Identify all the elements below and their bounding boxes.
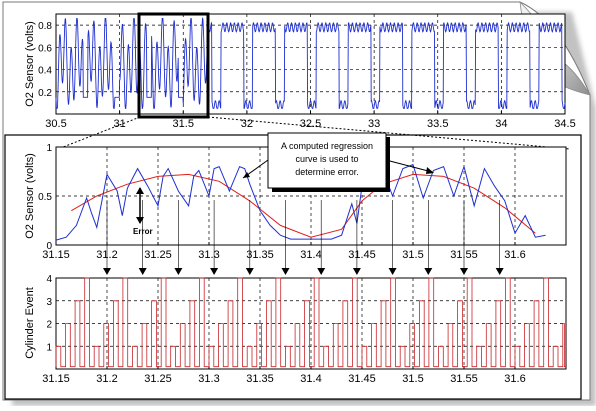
x-tick-label: 34 <box>495 118 507 130</box>
cylinder-event-line <box>55 277 566 368</box>
y-tick-label: 0.8 <box>38 21 52 32</box>
x-tick-label: 31.6 <box>504 373 525 385</box>
bottom-panel: 31.15 31.2 31.25 31.3 31.35 31.4 31.45 31.5 31.5… <box>24 274 567 385</box>
middle-y-axis-label: O2 Sensor (volts) <box>24 153 36 239</box>
y-tick-label: 4 <box>46 274 52 285</box>
x-tick-label: 31.45 <box>348 249 376 261</box>
regression-curve-line <box>71 173 536 238</box>
bottom-y-tick-labels: 1 2 3 4 <box>46 274 52 353</box>
event-arrow-icon <box>281 268 290 275</box>
y-tick-label: 1 <box>46 143 52 154</box>
x-tick-label: 31.55 <box>450 373 478 385</box>
annotation-callout: A computed regression curve is used to d… <box>242 132 434 192</box>
top-panel: 30.5 31 31.5 32 32.5 33 33.5 34 34.5 0.20.40.60.… <box>24 12 576 130</box>
x-tick-label: 31.35 <box>246 373 274 385</box>
event-arrow-icon <box>424 268 433 275</box>
x-tick-label: 33.5 <box>427 118 448 130</box>
middle-trace <box>55 163 546 241</box>
top-o2-trace-line <box>55 17 566 109</box>
x-tick-label: 31.5 <box>402 249 423 261</box>
top-x-tick-labels: 30.5 31 31.5 32 32.5 33 33.5 34 34.5 <box>45 118 575 130</box>
x-tick-label: 31.4 <box>300 373 321 385</box>
x-tick-label: 31.2 <box>96 373 117 385</box>
x-tick-label: 31.5 <box>402 373 423 385</box>
y-tick-label: 0.6 <box>38 43 52 54</box>
y-tick-label: 0.2 <box>38 88 52 99</box>
middle-panel: 31.15 31.2 31.25 31.3 31.35 31.4 31.45 31.5 31.5… <box>24 132 567 261</box>
x-tick-label: 32 <box>241 118 253 130</box>
event-arrow-icon <box>388 268 397 275</box>
x-tick-label: 30.5 <box>45 118 66 130</box>
x-tick-label: 34.5 <box>554 118 575 130</box>
x-tick-label: 31.5 <box>173 118 194 130</box>
annotation-text-line-2: curve is used to <box>295 154 358 164</box>
x-tick-label: 31.3 <box>198 373 219 385</box>
cylinder-event-trace <box>55 277 566 368</box>
x-tick-label: 31.35 <box>246 249 274 261</box>
x-tick-label: 31.25 <box>144 373 172 385</box>
x-tick-label: 31.4 <box>300 249 321 261</box>
middle-x-tick-labels: 31.15 31.2 31.25 31.3 31.35 31.4 31.45 31.5 31.5… <box>42 249 525 261</box>
x-tick-label: 31.15 <box>42 249 70 261</box>
annotation-text-line-1: A computed regression <box>281 141 373 151</box>
zoom-connector-right <box>207 116 571 150</box>
regression-curve <box>71 173 536 238</box>
event-arrow-icon <box>460 268 468 275</box>
y-tick-label: 0 <box>46 241 52 252</box>
bottom-grid <box>55 277 566 369</box>
event-arrows <box>103 200 504 275</box>
y-tick-label: 0.4 <box>38 66 52 77</box>
event-arrow-icon <box>495 268 504 275</box>
x-tick-label: 31.6 <box>504 249 525 261</box>
event-arrow-icon <box>138 268 147 275</box>
y-tick-label: 1 <box>46 342 52 353</box>
o2-sensor-trace-line <box>55 163 546 241</box>
top-y-axis-label: O2 Sensor (volts) <box>24 21 36 107</box>
bottom-x-tick-labels: 31.15 31.2 31.25 31.3 31.35 31.4 31.45 31.5 31.5… <box>42 373 525 385</box>
zoom-connector-left <box>57 116 141 150</box>
annotation-text-line-3: determine error. <box>295 167 359 177</box>
y-tick-label: 2 <box>46 320 52 331</box>
x-tick-label: 32.5 <box>300 118 321 130</box>
x-tick-label: 31 <box>114 118 126 130</box>
x-tick-label: 31.3 <box>198 249 219 261</box>
x-tick-label: 33 <box>368 118 380 130</box>
zoom-highlight-box <box>137 12 210 119</box>
top-y-tick-labels: 0.2 0.4 0.6 0.8 <box>38 21 52 99</box>
y-tick-label: 0.5 <box>38 192 52 203</box>
event-arrow-icon <box>210 268 219 275</box>
x-tick-label: 31.15 <box>42 373 70 385</box>
event-arrow-icon <box>103 268 111 275</box>
event-arrow-icon <box>245 268 254 275</box>
event-arrow-icon <box>352 268 361 275</box>
middle-y-tick-labels: 00.51 <box>38 143 52 252</box>
x-tick-label: 31.25 <box>144 249 172 261</box>
event-arrow-icon <box>317 268 326 275</box>
event-arrow-icon <box>174 268 183 275</box>
top-trace <box>55 17 566 109</box>
x-tick-label: 31.45 <box>348 373 376 385</box>
y-tick-label: 3 <box>46 297 52 308</box>
bottom-y-axis-label: Cylinder Event <box>24 287 36 359</box>
